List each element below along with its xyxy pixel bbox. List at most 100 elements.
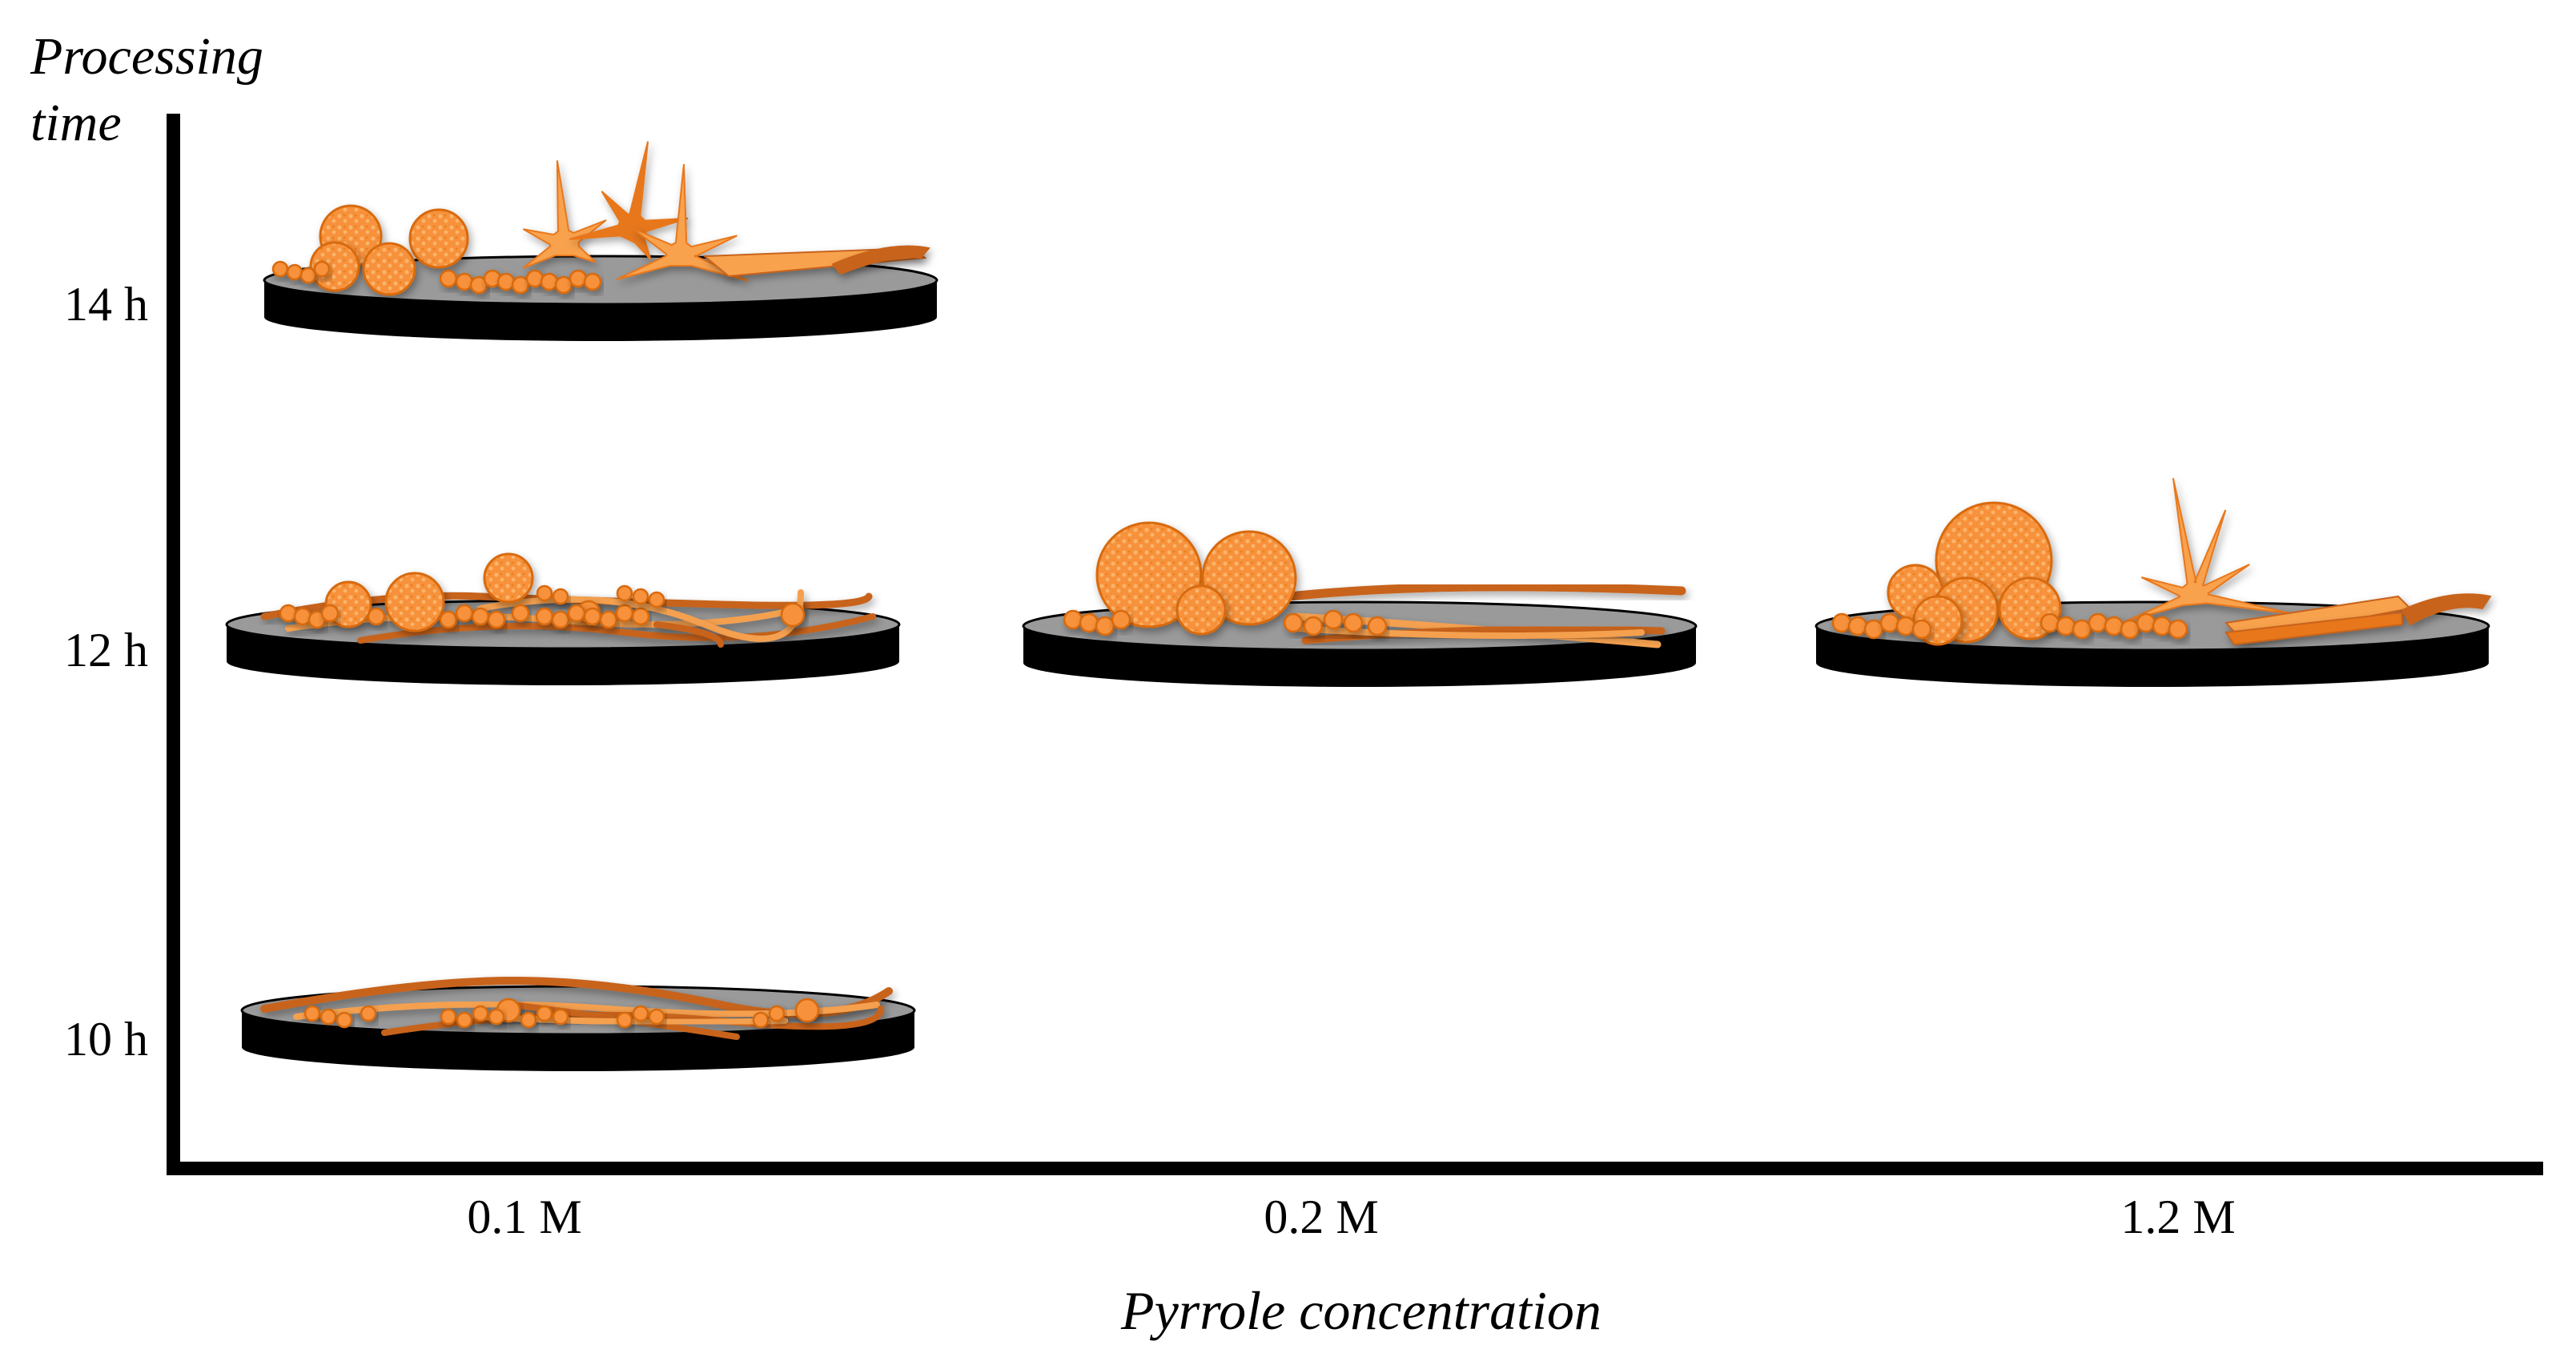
particle <box>1095 521 1203 628</box>
particle <box>567 604 586 623</box>
particle <box>1831 612 1852 633</box>
particle <box>455 272 474 291</box>
y-axis-title-line1: Processing <box>30 27 263 86</box>
sample-12h-1.2M <box>1814 478 2492 687</box>
particle <box>1283 612 1304 633</box>
particle <box>1847 616 1868 636</box>
particle <box>1201 530 1297 626</box>
fiber <box>653 621 724 648</box>
star-particle <box>616 163 749 282</box>
particle <box>299 267 317 284</box>
particle <box>752 1011 770 1029</box>
particle <box>439 610 458 629</box>
particle <box>536 1005 553 1022</box>
x-tick-label: 0.2 M <box>1264 1190 1378 1243</box>
particle <box>1079 612 1099 633</box>
particle <box>440 1008 457 1026</box>
particle <box>1367 616 1388 636</box>
particle <box>520 1011 537 1029</box>
y-axis-title-line2: time <box>30 94 122 152</box>
particle <box>487 610 506 629</box>
particle <box>1063 609 1083 630</box>
y-tick-label: 12 h <box>64 624 148 676</box>
particle <box>632 588 649 605</box>
particle <box>1175 584 1227 636</box>
fiber <box>1284 582 1686 601</box>
particle <box>583 607 602 626</box>
particle <box>535 607 554 626</box>
particle <box>2120 619 2140 640</box>
sample-12h-0.1M <box>225 552 901 685</box>
particle <box>439 269 458 288</box>
particle <box>271 260 289 278</box>
particle <box>551 610 570 629</box>
particle <box>1303 616 1324 636</box>
ribbon <box>2224 611 2403 646</box>
particle <box>488 1008 505 1026</box>
y-tick-label: 10 h <box>64 1013 148 1066</box>
particle <box>794 998 820 1023</box>
particle <box>2136 612 2156 633</box>
particle <box>1911 619 1932 640</box>
sample-10h-0.1M <box>240 976 916 1071</box>
x-tick-label: 1.2 M <box>2120 1190 2235 1243</box>
particle <box>319 1008 337 1026</box>
particle <box>2168 619 2188 640</box>
sample-12h-0.2M <box>1022 521 1698 687</box>
fiber <box>1294 625 1645 639</box>
samples <box>225 141 2492 1071</box>
particle <box>408 208 469 269</box>
particle <box>309 241 360 292</box>
particle <box>496 272 516 291</box>
star-particle <box>2126 478 2293 622</box>
x-axis-line <box>167 1162 2543 1175</box>
particle <box>1095 616 1115 636</box>
axes <box>167 114 2543 1175</box>
particle <box>511 604 530 623</box>
particle <box>768 1005 786 1022</box>
particle <box>552 1008 569 1026</box>
particle <box>1343 612 1364 633</box>
sample-14h-0.1M <box>263 141 938 341</box>
particle <box>2152 616 2172 636</box>
particle <box>1895 616 1916 636</box>
particle <box>456 1011 473 1029</box>
particle <box>536 584 553 602</box>
star-particle <box>569 141 689 260</box>
particle <box>511 275 530 295</box>
particle <box>2040 612 2060 633</box>
particle <box>616 584 633 602</box>
particle <box>1323 609 1344 630</box>
particle <box>293 607 312 626</box>
particle <box>313 260 331 278</box>
particle <box>569 269 588 288</box>
particle <box>279 604 298 623</box>
particle <box>471 607 490 626</box>
particle <box>1863 619 1884 640</box>
particle <box>360 1005 377 1022</box>
particle <box>455 604 474 623</box>
fiber <box>357 613 876 644</box>
particle <box>632 1005 649 1022</box>
x-axis-title: Pyrrole concentration <box>1120 1280 1601 1341</box>
particle <box>599 610 618 629</box>
particle <box>472 1005 489 1022</box>
particle <box>616 1011 633 1029</box>
particle <box>1111 609 1131 630</box>
particle <box>554 275 573 295</box>
particle <box>1879 612 1900 633</box>
particle <box>367 607 386 626</box>
y-axis-line <box>167 114 180 1170</box>
particle <box>483 552 534 604</box>
particle <box>384 572 445 632</box>
particle <box>2072 619 2092 640</box>
particle <box>583 272 602 291</box>
star-particle <box>522 160 607 269</box>
particle <box>286 263 303 281</box>
x-tick-label: 0.1 M <box>467 1190 581 1243</box>
particle <box>320 604 340 623</box>
particle <box>648 591 665 608</box>
particle <box>336 1011 353 1029</box>
particle <box>525 269 545 288</box>
